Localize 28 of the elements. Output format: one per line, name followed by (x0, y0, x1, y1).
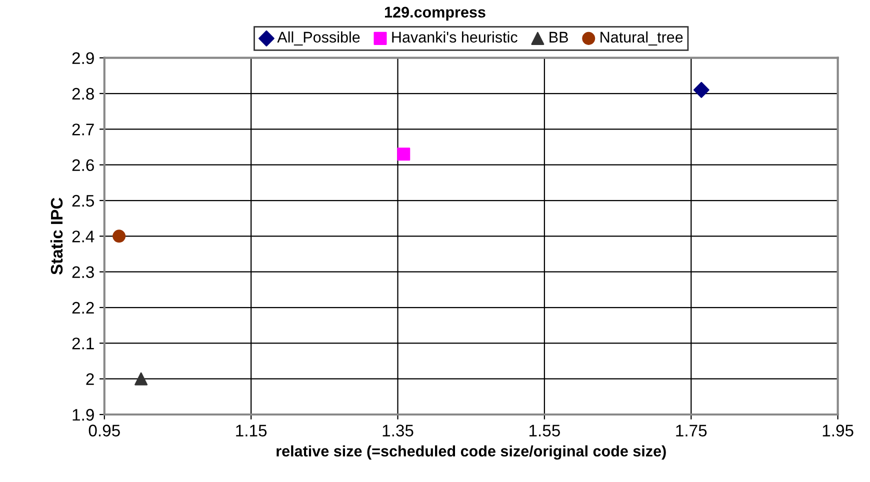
point (112, 230, 126, 243)
x-tick-label: 1.75 (676, 424, 707, 436)
y-tick-label: 2.5 (72, 194, 94, 207)
x-tick-label: 1.35 (382, 424, 414, 436)
x-tick-label: 0.95 (88, 424, 120, 436)
y-tick-label: 2.6 (72, 159, 94, 172)
chart-title: 129.compress (385, 6, 486, 21)
x-axis-title: relative size (=scheduled code size/original code size) (276, 445, 666, 460)
y-axis-title: Static IPC (50, 198, 63, 275)
point (397, 148, 410, 161)
y-tick-label: 1.9 (72, 408, 94, 421)
y-tick-label: 2 (86, 373, 94, 385)
x-tick-label: 1.55 (530, 424, 560, 436)
x-tick-label: 1.95 (822, 424, 854, 436)
point (693, 82, 710, 98)
y-tick-label: 2.9 (72, 52, 94, 64)
legend-label: BB (550, 32, 568, 42)
point (134, 372, 148, 386)
y-tick-label: 2.8 (72, 88, 94, 100)
y-tick-label: 2.2 (72, 302, 94, 314)
y-tick-label: 2.1 (72, 338, 94, 350)
legend-label: All_Possible (277, 31, 360, 46)
y-tick-label: 2.7 (72, 124, 94, 136)
legend-label: Natural_tree (600, 31, 683, 46)
x-tick-label: 1.15 (236, 424, 267, 436)
y-tick-label: 2.3 (72, 266, 94, 278)
legend-label: Havanki's heuristic (392, 31, 518, 43)
y-tick-label: 2.4 (72, 230, 94, 242)
